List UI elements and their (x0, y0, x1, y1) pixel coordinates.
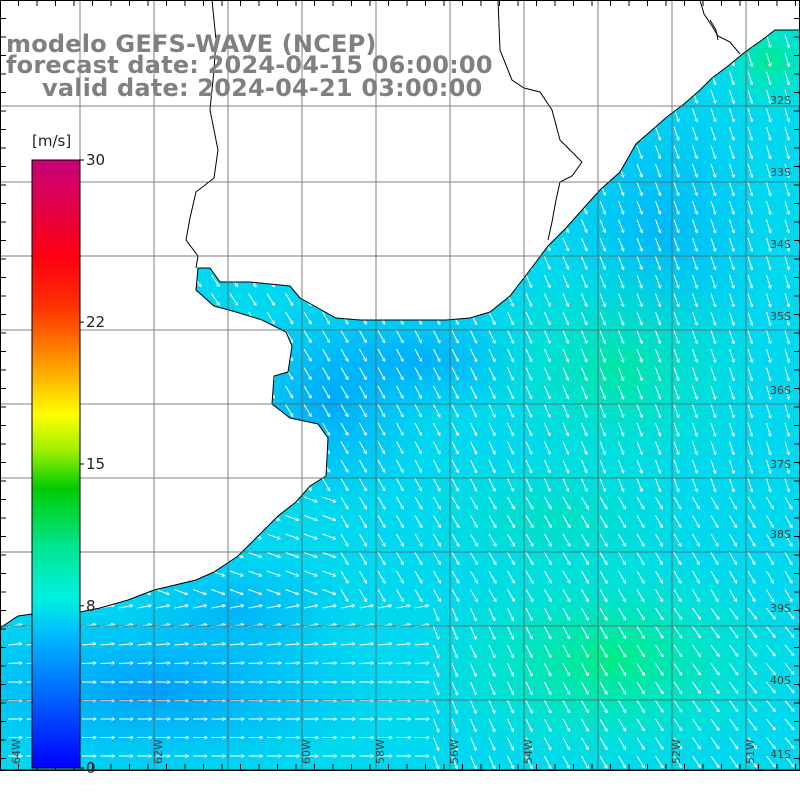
latitude-label: 40S (770, 674, 791, 687)
latitude-label: 35S (770, 310, 791, 323)
latitude-label: 39S (770, 602, 791, 615)
latitude-label: 38S (770, 528, 791, 541)
latitude-label: 34S (770, 238, 791, 251)
longitude-label: 52W (670, 739, 683, 764)
graticule (0, 0, 800, 770)
latitude-label: 36S (770, 384, 791, 397)
colorbar-tick-label: 22 (86, 313, 105, 331)
frame-ticks (0, 0, 800, 770)
longitude-label: 64W (10, 739, 23, 764)
longitude-label: 62W (152, 739, 165, 764)
title-model: modelo GEFS-WAVE (NCEP) (6, 30, 377, 58)
latitude-label: 37S (770, 458, 791, 471)
colorbar: 30 22 15 8 0 (31, 151, 105, 777)
longitude-label: 51W (744, 739, 757, 764)
latitude-label: 32S (770, 94, 791, 107)
latitude-label: 33S (770, 166, 791, 179)
colorbar-tick-label: 8 (86, 597, 96, 615)
colorbar-tick-label: 0 (86, 759, 96, 777)
coastline (0, 0, 800, 771)
latitude-label: 41S (770, 748, 791, 761)
colorbar-unit: [m/s] (32, 132, 72, 150)
longitude-label: 54W (522, 739, 535, 764)
longitude-labels: 64W 62W 60W 58W 56W 54W 52W 51W (10, 739, 757, 764)
longitude-label: 56W (448, 739, 461, 764)
colorbar-tick-label: 15 (86, 455, 105, 473)
title-forecast-date: forecast date: 2024-04-15 06:00:00 (6, 51, 493, 79)
longitude-label: 58W (374, 739, 387, 764)
title-valid-date: valid date: 2024-04-21 03:00:00 (42, 74, 483, 102)
colorbar-tick-label: 30 (86, 151, 105, 169)
longitude-label: 60W (300, 739, 313, 764)
latitude-labels: 32S 33S 34S 35S 36S 37S 38S 39S 40S 41S (770, 94, 791, 761)
